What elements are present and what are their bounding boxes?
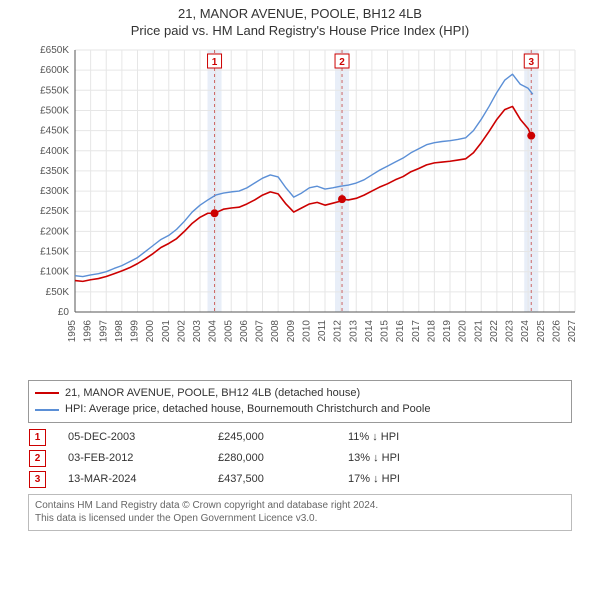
svg-text:£650K: £650K <box>40 45 69 56</box>
footer-box: Contains HM Land Registry data © Crown c… <box>28 494 572 531</box>
svg-text:£400K: £400K <box>40 146 69 157</box>
svg-text:1997: 1997 <box>98 319 109 342</box>
footer-line1: Contains HM Land Registry data © Crown c… <box>35 499 565 513</box>
svg-text:2026: 2026 <box>551 319 562 342</box>
svg-text:2014: 2014 <box>364 319 375 342</box>
svg-text:2001: 2001 <box>161 319 172 342</box>
svg-text:2020: 2020 <box>458 319 469 342</box>
svg-text:2010: 2010 <box>301 319 312 342</box>
svg-text:2015: 2015 <box>380 319 391 342</box>
svg-text:£250K: £250K <box>40 206 69 217</box>
svg-text:1996: 1996 <box>83 319 94 342</box>
svg-text:3: 3 <box>528 57 534 68</box>
marker-row: 2 03-FEB-2012 £280,000 13% ↓ HPI <box>29 450 571 467</box>
legend-swatch-hpi <box>35 409 59 411</box>
svg-text:2007: 2007 <box>255 319 266 342</box>
svg-text:£350K: £350K <box>40 166 69 177</box>
svg-text:2008: 2008 <box>270 319 281 342</box>
svg-text:2016: 2016 <box>395 319 406 342</box>
marker-num-1: 1 <box>29 429 46 446</box>
svg-text:2003: 2003 <box>192 319 203 342</box>
svg-text:2011: 2011 <box>317 319 328 341</box>
marker-date-2: 03-FEB-2012 <box>68 452 218 464</box>
svg-text:1995: 1995 <box>67 319 78 342</box>
marker-num-2: 2 <box>29 450 46 467</box>
line-chart-svg: £0 £50K £100K £150K £200K £250K £300K £350K £400… <box>20 44 580 374</box>
marker-diff-1: 11% ↓ HPI <box>348 431 571 443</box>
svg-text:2013: 2013 <box>348 319 359 342</box>
svg-text:£150K: £150K <box>40 246 69 257</box>
legend-swatch-property <box>35 392 59 394</box>
marker-price-3: £437,500 <box>218 473 348 485</box>
svg-text:2000: 2000 <box>145 319 156 342</box>
markers-table: 1 05-DEC-2003 £245,000 11% ↓ HPI 2 03-FE… <box>29 429 571 488</box>
svg-text:£500K: £500K <box>40 105 69 116</box>
marker-diff-3: 17% ↓ HPI <box>348 473 571 485</box>
svg-text:2023: 2023 <box>505 319 516 342</box>
title-line2: Price paid vs. HM Land Registry's House … <box>0 23 600 40</box>
legend-label-hpi: HPI: Average price, detached house, Bour… <box>65 401 430 418</box>
marker-num-3: 3 <box>29 471 46 488</box>
marker-row: 3 13-MAR-2024 £437,500 17% ↓ HPI <box>29 471 571 488</box>
svg-text:2022: 2022 <box>489 319 500 342</box>
svg-text:£300K: £300K <box>40 186 69 197</box>
svg-text:£200K: £200K <box>40 226 69 237</box>
svg-text:1: 1 <box>212 57 218 68</box>
svg-text:2006: 2006 <box>239 319 250 342</box>
footer-line2: This data is licensed under the Open Gov… <box>35 512 565 526</box>
svg-text:£600K: £600K <box>40 65 69 76</box>
svg-text:2018: 2018 <box>426 319 437 342</box>
legend-label-property: 21, MANOR AVENUE, POOLE, BH12 4LB (detac… <box>65 385 360 402</box>
svg-text:2005: 2005 <box>223 319 234 342</box>
marker-row: 1 05-DEC-2003 £245,000 11% ↓ HPI <box>29 429 571 446</box>
svg-text:2027: 2027 <box>567 319 578 342</box>
svg-text:2012: 2012 <box>333 319 344 342</box>
svg-text:1999: 1999 <box>130 319 141 342</box>
marker-diff-2: 13% ↓ HPI <box>348 452 571 464</box>
svg-text:2004: 2004 <box>208 319 219 342</box>
svg-text:2024: 2024 <box>520 319 531 342</box>
legend-row-hpi: HPI: Average price, detached house, Bour… <box>35 401 565 418</box>
svg-text:2002: 2002 <box>176 319 187 342</box>
svg-text:2009: 2009 <box>286 319 297 342</box>
marker-date-1: 05-DEC-2003 <box>68 431 218 443</box>
svg-text:£0: £0 <box>58 307 70 318</box>
legend-row-property: 21, MANOR AVENUE, POOLE, BH12 4LB (detac… <box>35 385 565 402</box>
svg-text:1998: 1998 <box>114 319 125 342</box>
svg-text:2025: 2025 <box>536 319 547 342</box>
svg-text:2019: 2019 <box>442 319 453 342</box>
svg-text:£50K: £50K <box>46 287 70 298</box>
chart-area: £0 £50K £100K £150K £200K £250K £300K £350K £400… <box>20 44 580 374</box>
marker-date-3: 13-MAR-2024 <box>68 473 218 485</box>
title-line1: 21, MANOR AVENUE, POOLE, BH12 4LB <box>0 6 600 23</box>
marker-price-2: £280,000 <box>218 452 348 464</box>
svg-text:2017: 2017 <box>411 319 422 342</box>
svg-text:£100K: £100K <box>40 266 69 277</box>
marker-price-1: £245,000 <box>218 431 348 443</box>
svg-text:£450K: £450K <box>40 125 69 136</box>
svg-text:2: 2 <box>339 57 345 68</box>
chart-titles: 21, MANOR AVENUE, POOLE, BH12 4LB Price … <box>0 0 600 40</box>
svg-text:2021: 2021 <box>473 319 484 342</box>
svg-text:£550K: £550K <box>40 85 69 96</box>
legend-box: 21, MANOR AVENUE, POOLE, BH12 4LB (detac… <box>28 380 572 423</box>
